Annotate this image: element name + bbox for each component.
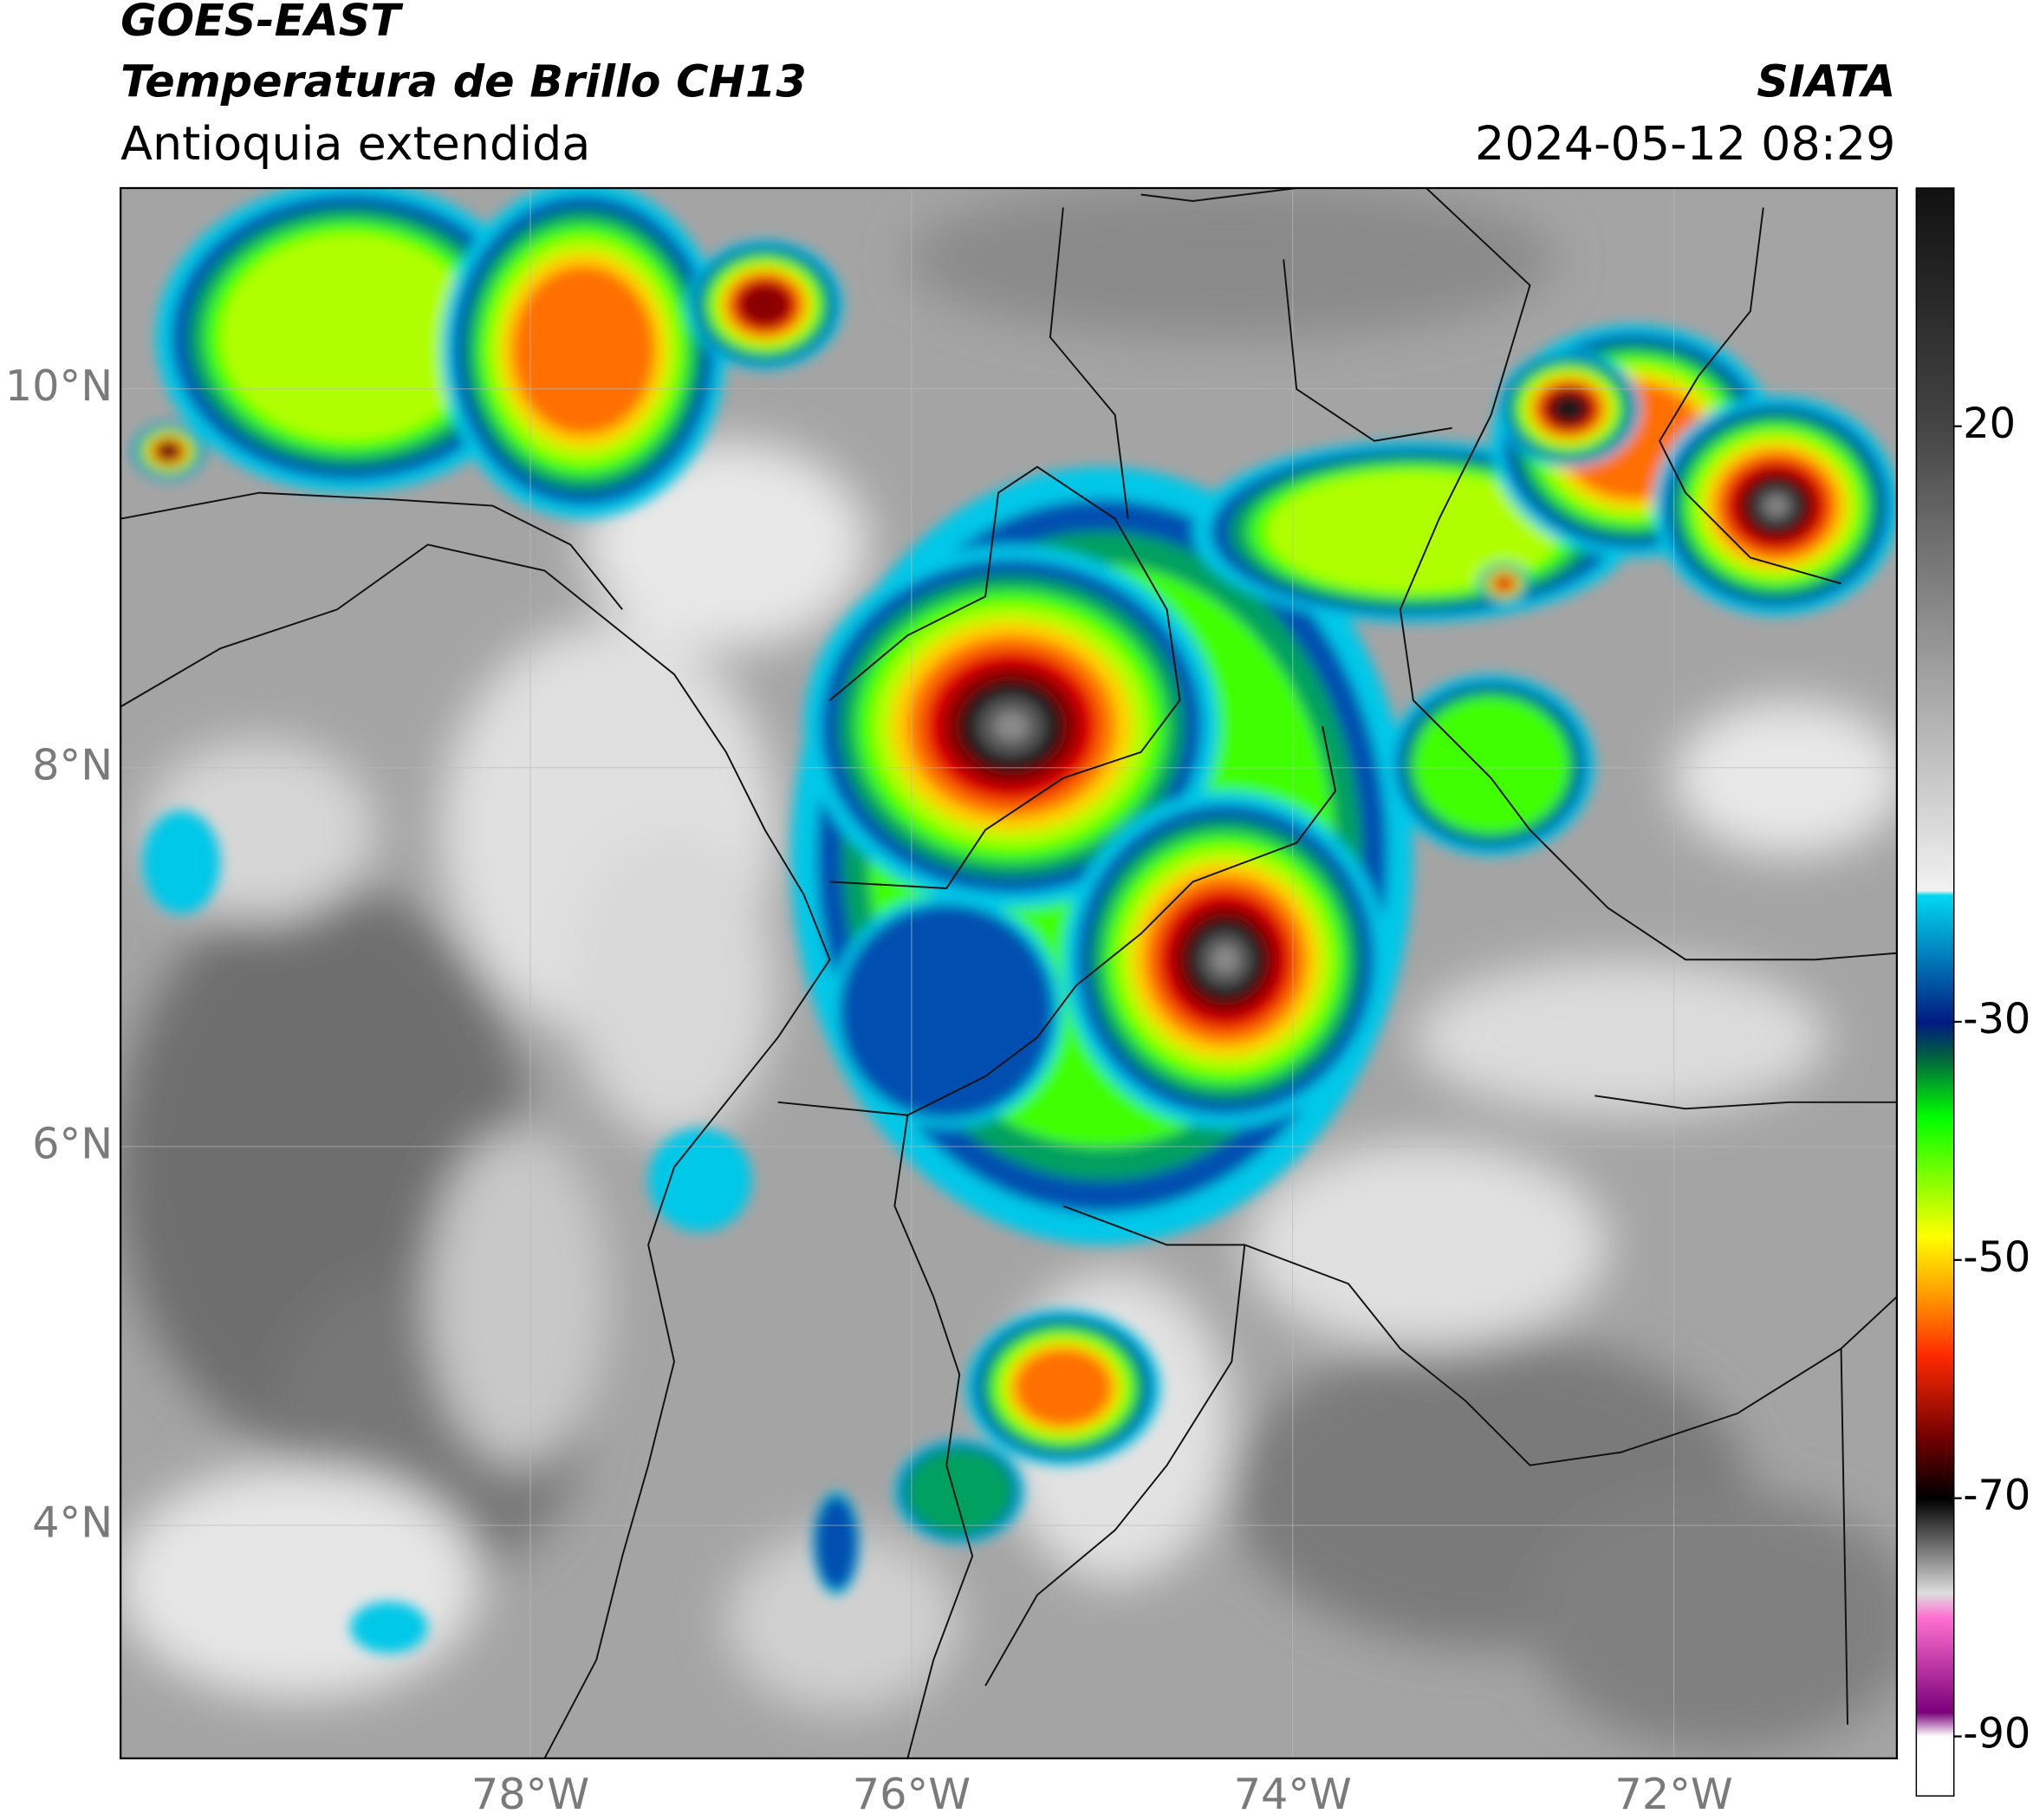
colorbar-tick-label: -30 [1963, 996, 2030, 1043]
storm-contour [220, 233, 480, 441]
storm-contour [1211, 946, 1239, 974]
datetime: 2024-05-12 08:29 [1475, 116, 1895, 171]
source: SIATA [1757, 55, 1895, 107]
colorbar-tick-label: 20 [1963, 400, 2016, 448]
storm-contour [1266, 471, 1561, 593]
cloud-field [120, 188, 1897, 1751]
borders [120, 188, 1897, 1758]
title: GOES-EAST [120, 0, 404, 46]
x-tick-label: 72°W [1614, 1769, 1732, 1819]
y-tick-label: 10°N [5, 361, 113, 411]
x-tick-label: 74°W [1234, 1769, 1352, 1819]
colorbar [1915, 187, 1955, 1797]
storm-field [132, 188, 1897, 1654]
colorbar-tick-label: -70 [1963, 1472, 2030, 1520]
colorbar-tick-label: -50 [1963, 1234, 2030, 1282]
storm-contour [511, 265, 655, 435]
map-area [120, 188, 1897, 1758]
storm-contour [1765, 496, 1787, 516]
storm-contour [349, 1601, 428, 1654]
cloud [120, 1465, 480, 1700]
y-tick-label: 4°N [32, 1498, 113, 1548]
subtitle: Temperatura de Brillo CH13 [120, 55, 807, 107]
storm-contour [159, 444, 178, 458]
x-tick-label: 78°W [471, 1769, 589, 1819]
region: Antioquia extendida [120, 116, 590, 171]
storm-contour [815, 1495, 858, 1591]
cloud [570, 829, 778, 1141]
storm-contour [1014, 1349, 1112, 1427]
storm-contour [994, 711, 1029, 742]
storm-contour [648, 1128, 752, 1232]
cloud [1530, 1491, 1897, 1751]
cloud [725, 1530, 960, 1713]
storm-contour [905, 1447, 1014, 1535]
storm-contour [1550, 393, 1587, 424]
y-tick-label: 6°N [32, 1118, 113, 1168]
colorbar-tick-label: -90 [1963, 1711, 2030, 1758]
grid [120, 188, 1897, 1758]
storm-contour [142, 810, 221, 914]
map-frame [120, 186, 1899, 1759]
storm-contour [1493, 575, 1516, 593]
storm-contour [839, 904, 1054, 1119]
storm-contour [738, 283, 791, 327]
x-tick-label: 76°W [853, 1769, 971, 1819]
cloud [427, 1128, 610, 1466]
cloud [1413, 959, 1828, 1115]
cloud [907, 188, 1556, 338]
storm-contour [1413, 697, 1569, 834]
cloud [1244, 1141, 1608, 1349]
cloud [1673, 700, 1897, 856]
y-tick-label: 8°N [32, 739, 113, 790]
